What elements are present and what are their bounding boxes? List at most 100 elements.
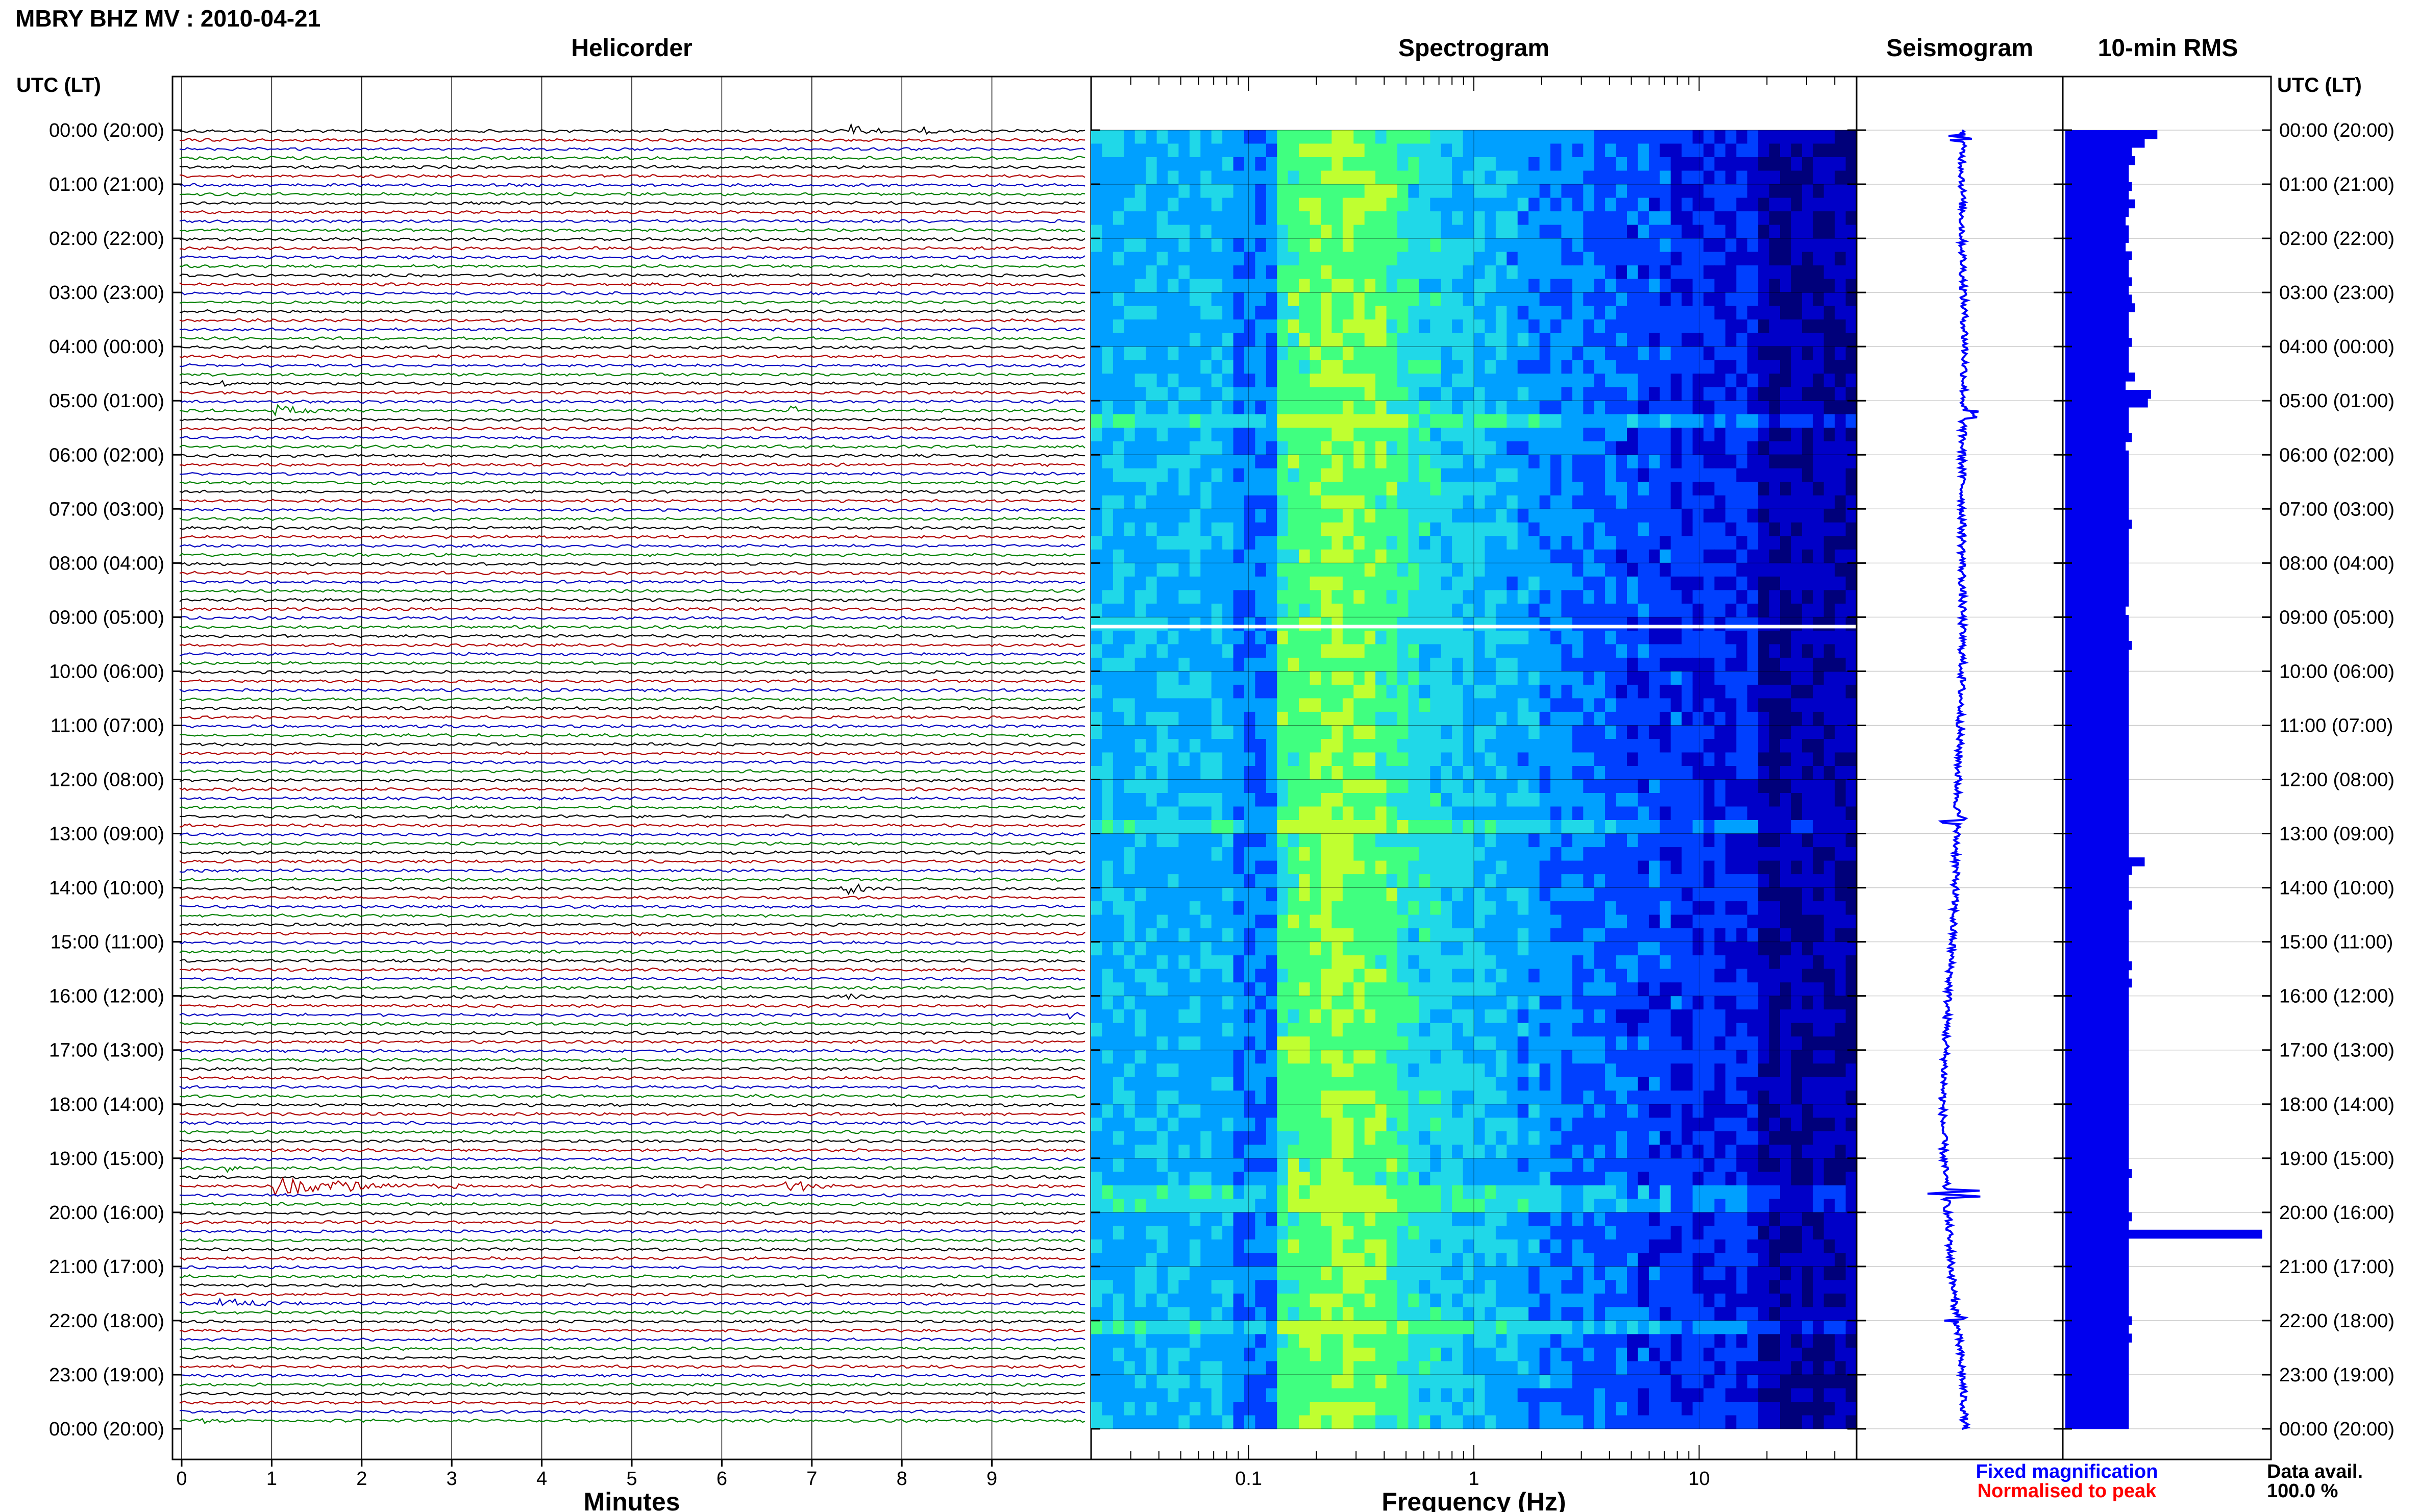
spectrogram-cell	[1638, 657, 1649, 672]
spectrogram-cell	[1813, 197, 1824, 212]
spectrogram-cell	[1528, 603, 1540, 617]
spectrogram-cell	[1539, 860, 1551, 875]
spectrogram-cell	[1091, 522, 1102, 536]
spectrogram-cell	[1714, 1009, 1726, 1024]
spectrogram-cell	[1791, 576, 1803, 590]
spectrogram-cell	[1670, 603, 1682, 617]
spectrogram-cell	[1386, 197, 1398, 212]
spectrogram-cell	[1769, 184, 1781, 199]
spectrogram-cell	[1364, 319, 1376, 334]
spectrogram-cell	[1583, 292, 1595, 307]
spectrogram-cell	[1670, 441, 1682, 455]
spectrogram-cell	[1845, 374, 1857, 388]
spectrogram-cell	[1660, 509, 1671, 523]
spectrogram-cell	[1845, 482, 1857, 496]
spectrogram-cell	[1648, 1036, 1660, 1051]
spectrogram-cell	[1386, 536, 1398, 550]
helicorder-trace	[179, 138, 1085, 142]
spectrogram-cell	[1692, 860, 1704, 875]
spectrogram-cell	[1331, 387, 1343, 401]
helicorder-trace	[179, 543, 1085, 549]
spectrogram-cell	[1725, 157, 1737, 171]
spectrogram-cell	[1627, 225, 1638, 239]
spectrogram-cell	[1528, 698, 1540, 712]
spectrogram-cell	[1178, 847, 1190, 861]
spectrogram-cell	[1353, 914, 1365, 929]
spectrogram-cell	[1222, 725, 1234, 739]
spectrogram-cell	[1845, 292, 1857, 307]
spectrogram-cell	[1801, 225, 1813, 239]
spectrogram-cell	[1747, 576, 1759, 590]
spectrogram-cell	[1397, 671, 1409, 685]
spectrogram-cell	[1419, 928, 1430, 943]
helicorder-trace	[179, 273, 1085, 278]
spectrogram-cell	[1168, 401, 1179, 415]
spectrogram-cell	[1769, 590, 1781, 604]
spectrogram-cell	[1277, 360, 1289, 374]
spectrogram-cell	[1725, 833, 1737, 848]
spectrogram-cell	[1638, 1023, 1649, 1037]
spectrogram-cell	[1342, 996, 1354, 1010]
spectrogram-cell	[1648, 197, 1660, 212]
spectrogram-cell	[1801, 928, 1813, 943]
spectrogram-cell	[1648, 157, 1660, 171]
spectrogram-cell	[1288, 698, 1299, 712]
spectrogram-cell	[1539, 482, 1551, 496]
spectrogram-cell	[1747, 360, 1759, 374]
spectrogram-cell	[1517, 617, 1529, 631]
spectrogram-cell	[1594, 914, 1606, 929]
spectrogram-cell	[1627, 955, 1638, 970]
spectrogram-cell	[1780, 536, 1791, 550]
spectrogram-cell	[1528, 211, 1540, 226]
spectrogram-cell	[1704, 820, 1715, 834]
spectrogram-cell	[1156, 644, 1168, 658]
spectrogram-cell	[1321, 170, 1332, 185]
spectrogram-cell	[1102, 482, 1114, 496]
spectrogram-cell	[1321, 752, 1332, 766]
spectrogram-cell	[1725, 374, 1737, 388]
spectrogram-cell	[1823, 887, 1835, 902]
spectrogram-cell	[1277, 617, 1289, 631]
spectrogram-cell	[1321, 684, 1332, 699]
spectrogram-cell	[1572, 360, 1584, 374]
spectrogram-cell	[1419, 441, 1430, 455]
spectrogram-cell	[1835, 279, 1846, 293]
spectrogram-cell	[1769, 752, 1781, 766]
spectrogram-cell	[1430, 1009, 1442, 1024]
spectrogram-cell	[1845, 684, 1857, 699]
spectrogram-cell	[1408, 739, 1420, 753]
spectrogram-cell	[1310, 279, 1321, 293]
spectrogram-cell	[1660, 684, 1671, 699]
spectrogram-cell	[1244, 928, 1255, 943]
spectrogram-cell	[1353, 657, 1365, 672]
spectrogram-cell	[1463, 847, 1474, 861]
spectrogram-cell	[1648, 170, 1660, 185]
spectrogram-cell	[1124, 414, 1136, 428]
spectrogram-cell	[1342, 279, 1354, 293]
spectrogram-cell	[1244, 563, 1255, 577]
spectrogram-cell	[1813, 495, 1824, 509]
spectrogram-cell	[1485, 211, 1496, 226]
spectrogram-cell	[1113, 887, 1124, 902]
spectrogram-cell	[1769, 603, 1781, 617]
spectrogram-cell	[1331, 833, 1343, 848]
spectrogram-cell	[1801, 820, 1813, 834]
spectrogram-cell	[1627, 292, 1638, 307]
spectrogram-cell	[1463, 238, 1474, 253]
spectrogram-cell	[1178, 779, 1190, 794]
spectrogram-cell	[1178, 279, 1190, 293]
spectrogram-cell	[1682, 644, 1693, 658]
spectrogram-cell	[1528, 657, 1540, 672]
spectrogram-cell	[1441, 874, 1452, 888]
spectrogram-cell	[1769, 360, 1781, 374]
spectrogram-cell	[1463, 874, 1474, 888]
spectrogram-cell	[1474, 238, 1485, 253]
spectrogram-cell	[1233, 806, 1245, 821]
spectrogram-cell	[1113, 739, 1124, 753]
spectrogram-cell	[1321, 563, 1332, 577]
spectrogram-cell	[1692, 157, 1704, 171]
spectrogram-cell	[1134, 170, 1146, 185]
helicorder-trace	[179, 264, 1085, 269]
spectrogram-cell	[1255, 265, 1267, 280]
spectrogram-cell	[1627, 820, 1638, 834]
